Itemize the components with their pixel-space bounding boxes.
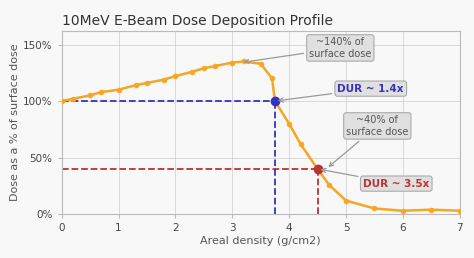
Text: DUR ~ 1.4x: DUR ~ 1.4x xyxy=(279,84,404,102)
Text: ~40% of
surface dose: ~40% of surface dose xyxy=(329,115,409,166)
Text: DUR ~ 3.5x: DUR ~ 3.5x xyxy=(322,168,429,189)
Y-axis label: Dose as a % of surface dose: Dose as a % of surface dose xyxy=(10,44,20,201)
Text: 10MeV E-Beam Dose Deposition Profile: 10MeV E-Beam Dose Deposition Profile xyxy=(62,14,333,28)
X-axis label: Areal density (g/cm2): Areal density (g/cm2) xyxy=(201,236,321,246)
Text: ~140% of
surface dose: ~140% of surface dose xyxy=(245,37,372,63)
